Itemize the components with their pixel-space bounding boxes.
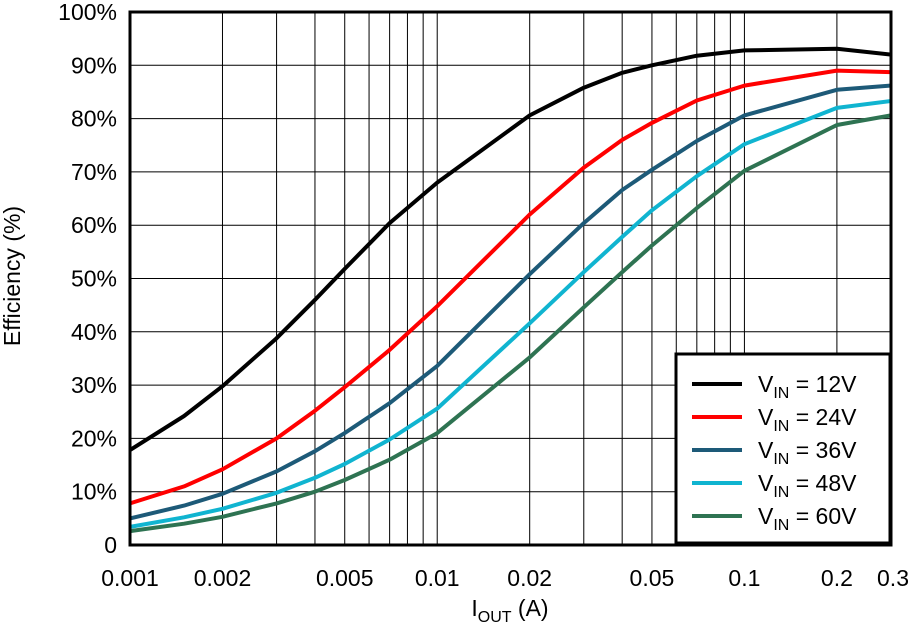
x-tick-label: 0.001 — [101, 565, 159, 591]
x-tick-label: 0.01 — [415, 565, 460, 591]
x-axis-title-sub: OUT — [478, 609, 512, 624]
y-tick-label: 20% — [71, 425, 117, 451]
legend-label: VIN = 48V — [758, 470, 857, 501]
y-tick-label: 90% — [71, 52, 117, 78]
x-axis-title: IOUT (A) — [471, 595, 548, 624]
x-tick-label: 0.1 — [728, 565, 760, 591]
x-axis-title-rest: (A) — [512, 595, 549, 621]
legend-label-sub: IN — [773, 385, 789, 402]
y-tick-label: 30% — [71, 372, 117, 398]
legend-label: VIN = 60V — [758, 503, 857, 534]
series-line — [129, 83, 892, 521]
legend-label-rest: = 48V — [789, 470, 857, 496]
x-tick-label: 0.005 — [316, 565, 374, 591]
y-tick-label: 50% — [71, 266, 117, 292]
y-axis-title: Efficiency (%) — [0, 206, 25, 346]
plot-frame — [128, 10, 893, 547]
legend-label: VIN = 24V — [758, 404, 857, 435]
legend-label-sub: IN — [773, 451, 789, 468]
legend-label: VIN = 12V — [758, 371, 857, 402]
y-tick-label: 60% — [71, 212, 117, 238]
x-tick-labels: 0.001 0.002 0.005 0.01 0.02 0.05 0.1 0.2 0.3 — [101, 565, 909, 591]
y-tick-label: 10% — [71, 479, 117, 505]
legend-label-main: V — [758, 437, 774, 463]
x-tick-label: 0.002 — [194, 565, 252, 591]
series-line — [129, 113, 892, 534]
legend-label-rest: = 12V — [789, 371, 857, 397]
series-lines — [128, 46, 892, 534]
series-line — [129, 68, 892, 506]
y-tick-label: 100% — [58, 0, 117, 25]
x-tick-label: 0.3 — [877, 565, 909, 591]
legend-label-main: V — [758, 404, 774, 430]
series-line — [129, 99, 892, 529]
x-axis-title-main: I — [471, 595, 477, 621]
x-tick-label: 0.05 — [630, 565, 675, 591]
legend-label-main: V — [758, 503, 774, 529]
legend-label-sub: IN — [773, 484, 789, 501]
legend-label-main: V — [758, 470, 774, 496]
x-tick-label: 0.2 — [821, 565, 853, 591]
y-tick-labels: 0 10% 20% 30% 40% 50% 60% 70% 80% 90% 100% — [58, 0, 117, 558]
y-tick-label: 80% — [71, 106, 117, 132]
legend-label-rest: = 60V — [789, 503, 857, 529]
y-tick-label: 40% — [71, 319, 117, 345]
legend-label-rest: = 36V — [789, 437, 857, 463]
legend-label-rest: = 24V — [789, 404, 857, 430]
legend-label-main: V — [758, 371, 774, 397]
y-tick-label: 0 — [104, 532, 117, 558]
x-tick-label: 0.02 — [507, 565, 552, 591]
legend-label-sub: IN — [773, 418, 789, 435]
series-line — [128, 46, 892, 452]
y-tick-label: 70% — [71, 159, 117, 185]
legend-label: VIN = 36V — [758, 437, 857, 468]
legend-label-sub: IN — [773, 517, 789, 534]
